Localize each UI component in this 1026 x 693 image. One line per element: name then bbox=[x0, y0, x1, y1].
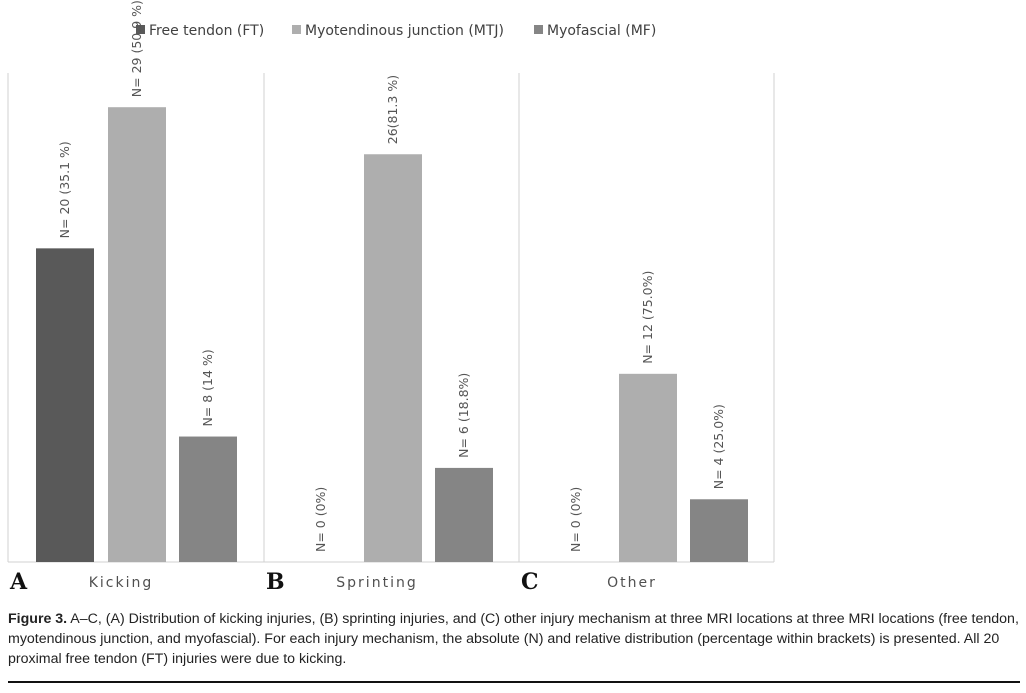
chart-legend: Free tendon (FT) Myotendinous junction (M… bbox=[136, 23, 656, 39]
chart-bars bbox=[36, 107, 748, 562]
bar-kicking-free-tendon bbox=[36, 248, 94, 562]
caption-divider bbox=[8, 681, 1020, 683]
figure-label: Figure 3. bbox=[8, 611, 68, 627]
legend-label-myotendinous-junction: Myotendinous junction (MTJ) bbox=[305, 23, 504, 39]
bar-other-myotendinous-junction bbox=[619, 373, 677, 562]
data-label-kicking-free-tendon: N= 20 (35.1 %) bbox=[57, 141, 72, 238]
figure-caption-text: A–C, (A) Distribution of kicking injurie… bbox=[8, 611, 1019, 667]
data-label-kicking-myofascial: N= 8 (14 %) bbox=[200, 349, 215, 426]
bar-value-labels: N= 20 (35.1 %) N= 29 (50.9 %) N= 8 (14 %) N… bbox=[57, 0, 726, 552]
category-label-kicking: Kicking bbox=[89, 575, 154, 591]
bar-sprinting-myofascial bbox=[435, 467, 493, 562]
bar-kicking-myotendinous-junction bbox=[108, 107, 166, 562]
data-label-sprinting-myofascial: N= 6 (18.8%) bbox=[456, 373, 471, 458]
bar-chart: Free tendon (FT) Myotendinous junction (M… bbox=[7, 0, 775, 595]
bar-sprinting-myotendinous-junction bbox=[364, 154, 422, 562]
panel-letter-b: B bbox=[266, 569, 285, 595]
panel-letter-c: C bbox=[521, 569, 539, 595]
legend-label-free-tendon: Free tendon (FT) bbox=[149, 23, 264, 39]
data-label-other-free-tendon: N= 0 (0%) bbox=[568, 487, 583, 552]
category-labels: A Kicking B Sprinting C Other bbox=[9, 569, 657, 595]
data-label-sprinting-myotendinous-junction: 26(81.3 %) bbox=[385, 75, 400, 144]
category-label-sprinting: Sprinting bbox=[336, 575, 417, 591]
data-label-other-myofascial: N= 4 (25.0%) bbox=[711, 404, 726, 489]
data-label-other-myotendinous-junction: N= 12 (75.0%) bbox=[640, 271, 655, 364]
data-label-sprinting-free-tendon: N= 0 (0%) bbox=[313, 487, 328, 552]
panel-letter-a: A bbox=[9, 569, 28, 595]
legend-swatch-myofascial bbox=[534, 25, 543, 34]
bar-other-myofascial bbox=[690, 499, 748, 562]
bar-kicking-myofascial bbox=[179, 436, 237, 562]
data-label-kicking-myotendinous-junction: N= 29 (50.9 %) bbox=[129, 0, 144, 97]
legend-swatch-free-tendon bbox=[136, 25, 145, 34]
category-label-other: Other bbox=[607, 575, 657, 591]
figure-caption: Figure 3. A–C, (A) Distribution of kicki… bbox=[8, 609, 1020, 669]
legend-label-myofascial: Myofascial (MF) bbox=[547, 23, 656, 39]
legend-swatch-myotendinous-junction bbox=[292, 25, 301, 34]
